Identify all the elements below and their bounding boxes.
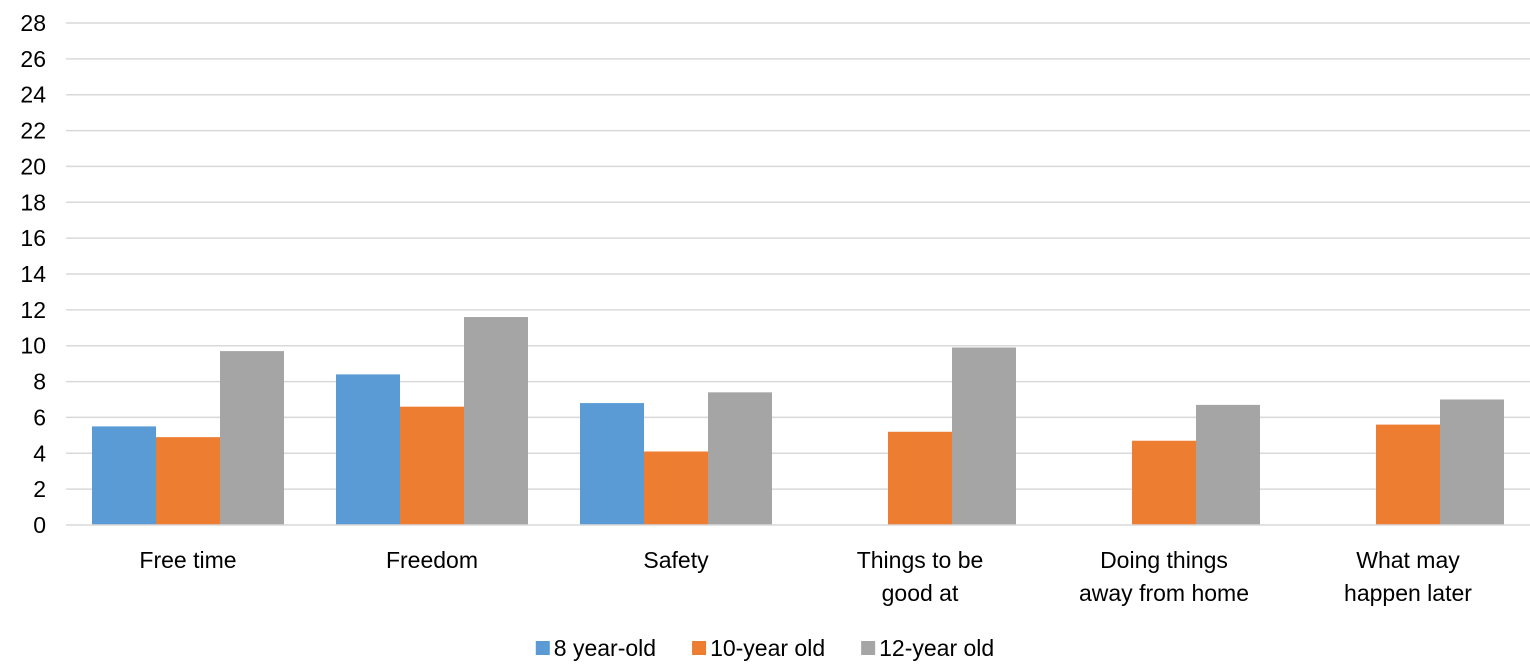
legend-entry: 8 year-old: [535, 635, 656, 661]
x-tick-label: What may happen later: [1344, 547, 1472, 606]
bar: [220, 351, 284, 525]
legend-entry: 12-year old: [861, 635, 994, 661]
legend-label: 8 year-old: [554, 635, 656, 661]
y-tick-label: 16: [20, 225, 46, 251]
legend-swatch: [692, 641, 707, 655]
bar: [400, 406, 464, 525]
gridlines: [66, 22, 1530, 490]
x-axis-category-labels: Free time Freedom Safety Things to be good a…: [139, 547, 1472, 606]
legend-label: 12-year old: [879, 635, 994, 661]
y-tick-label: 18: [20, 189, 46, 215]
x-tick-label: Freedom: [386, 547, 478, 573]
bar: [1196, 404, 1260, 525]
x-tick-label: Things to be good at: [857, 547, 984, 606]
legend-swatch: [535, 641, 550, 655]
bar: [336, 374, 400, 525]
bar: [708, 392, 772, 525]
bar: [1132, 440, 1196, 525]
bar: [464, 317, 528, 525]
y-tick-label: 8: [33, 369, 46, 395]
bar: [1376, 424, 1440, 525]
y-tick-label: 10: [20, 333, 46, 359]
bar: [156, 437, 220, 525]
legend-label: 10-year old: [710, 635, 825, 661]
bar: [952, 347, 1016, 525]
bar: [1440, 399, 1504, 525]
bar: [580, 403, 644, 525]
x-tick-label: Free time: [139, 547, 236, 573]
y-tick-label: 12: [20, 297, 46, 323]
y-tick-label: 2: [33, 476, 46, 502]
x-tick-label: Safety: [643, 547, 709, 573]
bar: [644, 451, 708, 525]
legend-swatch: [861, 641, 876, 655]
legend-entry: 10-year old: [692, 635, 825, 661]
y-tick-label: 4: [33, 440, 46, 466]
y-tick-label: 6: [33, 404, 46, 430]
y-tick-label: 0: [33, 512, 46, 538]
y-tick-label: 28: [20, 10, 46, 36]
y-tick-label: 14: [20, 261, 46, 287]
y-tick-label: 22: [20, 118, 46, 144]
y-tick-label: 20: [20, 153, 46, 179]
bars: [92, 317, 1504, 525]
bar: [888, 431, 952, 525]
y-tick-label: 24: [20, 82, 46, 108]
x-tick-label: Doing things away from home: [1079, 547, 1249, 606]
y-tick-label: 26: [20, 46, 46, 72]
bar: [92, 426, 156, 525]
legend: 8 year-old 10-year old 12-year old: [535, 635, 994, 661]
